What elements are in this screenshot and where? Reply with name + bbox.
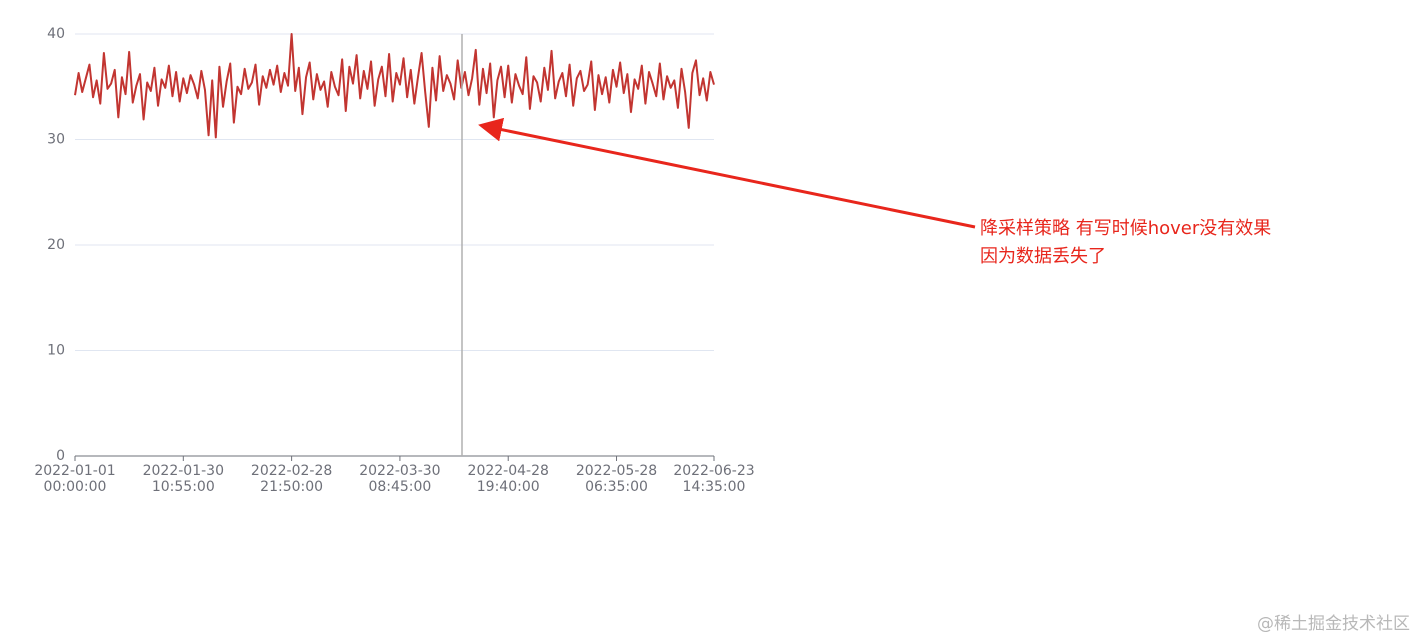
y-tick-label: 20: [47, 237, 65, 253]
x-tick-label: 2022-05-28 06:35:00: [575, 463, 658, 495]
y-tick-label: 0: [56, 448, 65, 464]
y-tick-label: 10: [47, 343, 65, 359]
x-tick-label: 2022-04-28 19:40:00: [467, 463, 549, 495]
x-tick-label: 2022-01-30 10:55:00: [142, 463, 224, 495]
annotation-line: 因为数据丢失了: [980, 246, 1106, 267]
x-tick-label: 2022-01-01 00:00:00: [34, 463, 116, 495]
line-series: [74, 33, 715, 139]
x-tick-label: 2022-02-28 21:50:00: [250, 463, 333, 495]
annotation-line: 降采样策略 有写时候hover没有效果: [980, 218, 1271, 239]
y-tick-label: 30: [47, 132, 65, 148]
annotation-arrow: [478, 117, 976, 229]
y-tick-label: 40: [47, 26, 65, 42]
x-tick-label: 2022-03-30 08:45:00: [359, 463, 441, 495]
x-tick-label: 2022-06-23 14:35:00: [673, 463, 755, 495]
watermark: @稀土掘金技术社区: [1257, 614, 1410, 634]
